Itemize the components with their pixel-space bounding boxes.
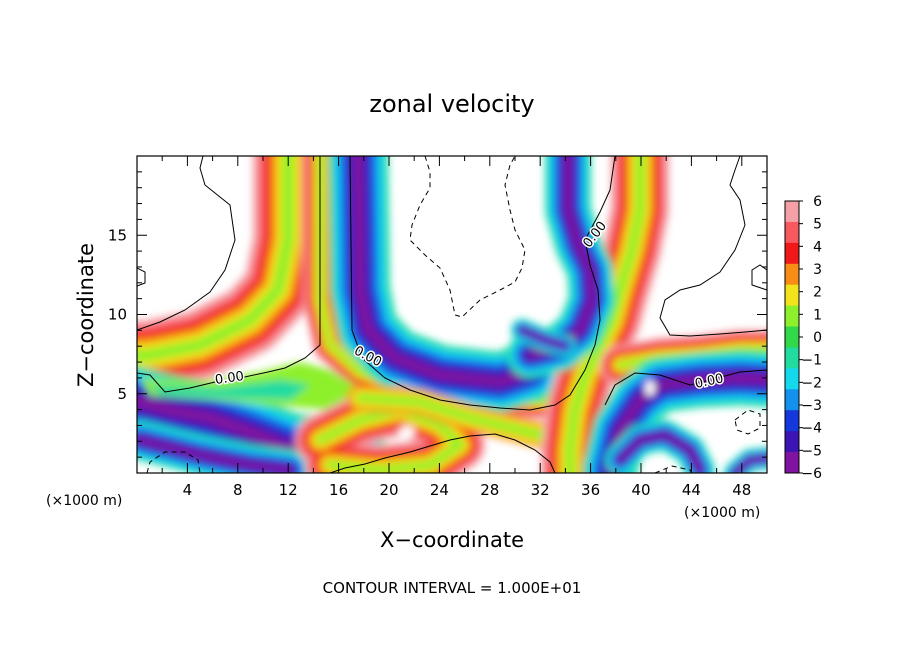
dashed-contour-right-loop — [734, 409, 761, 435]
x-tick-label: 4 — [183, 481, 193, 499]
x-tick-label: 8 — [233, 481, 243, 499]
colorbar-label: 0 — [813, 330, 822, 346]
x-tick-label: 20 — [379, 481, 398, 499]
colorbar-swatch — [785, 389, 799, 411]
x-tick-label: 40 — [631, 481, 650, 499]
x-tick-label: 28 — [480, 481, 499, 499]
x-tick-label: 12 — [279, 481, 298, 499]
colorbar-swatch — [785, 452, 799, 474]
colorbar-label: 4 — [813, 239, 822, 255]
x-tick-label: 36 — [581, 481, 600, 499]
colorbar-swatch — [785, 326, 799, 348]
x-tick-label: 16 — [329, 481, 348, 499]
colorbar-swatch — [785, 347, 799, 369]
x-tick-label: 44 — [682, 481, 701, 499]
colorbar-label: 2 — [813, 285, 822, 301]
x-unit-label-left: (×1000 m) — [46, 493, 122, 509]
y-tick-label: 5 — [117, 385, 127, 403]
colorbar: 6 5 4 3 2 1 0 −1 −2 −3 −4 −5 −6 — [784, 194, 822, 482]
x-tick-label: 24 — [430, 481, 449, 499]
colorbar-swatch — [785, 263, 799, 286]
colorbar-label: 6 — [813, 194, 822, 210]
y-axis-title: Z−coordinate — [74, 243, 98, 387]
zero-contour-valley — [349, 156, 616, 411]
colorbar-swatch — [785, 201, 799, 223]
dashed-contour-bottom-left — [146, 451, 201, 473]
colorbar-label: −3 — [801, 398, 822, 414]
contour-lower — [329, 433, 556, 473]
colorbar-swatch — [785, 221, 799, 244]
contour-right-upper — [659, 156, 767, 337]
x-axis: 4 8 12 16 20 24 28 32 36 40 44 48 — [161, 156, 751, 499]
contour-label: 0.00 — [214, 369, 245, 388]
x-tick-label: 48 — [732, 481, 751, 499]
colorbar-swatch — [785, 242, 799, 265]
velocity-field — [137, 156, 767, 473]
dashed-contour-center — [409, 156, 526, 318]
colorbar-swatch — [785, 368, 799, 390]
colorbar-swatch — [785, 410, 799, 432]
y-tick-label: 10 — [108, 306, 127, 324]
colorbar-label: −6 — [801, 466, 822, 482]
contour-upper-left — [137, 156, 236, 331]
colorbar-label: −5 — [801, 443, 822, 459]
chart-title: zonal velocity — [369, 90, 534, 118]
x-axis-title: X−coordinate — [380, 528, 524, 552]
y-tick-label: 15 — [108, 226, 127, 244]
zero-contour-right — [604, 369, 767, 406]
contour-left-edge — [137, 267, 146, 287]
y-axis: 5 10 15 — [108, 171, 767, 458]
colorbar-swatch — [785, 305, 799, 328]
x-unit-label-right: (×1000 m) — [684, 505, 760, 521]
colorbar-label: 1 — [813, 307, 822, 323]
colorbar-label: −1 — [801, 353, 822, 369]
colorbar-label: 5 — [813, 217, 822, 233]
x-tick-label: 32 — [531, 481, 550, 499]
zero-contour-left — [137, 156, 321, 393]
colorbar-label: −2 — [801, 375, 822, 391]
colorbar-swatch — [785, 284, 799, 307]
colorbar-swatch — [785, 431, 799, 453]
colorbar-label: −4 — [801, 421, 822, 437]
contour-right-mid — [751, 264, 767, 291]
contour-interval-note: CONTOUR INTERVAL = 1.000E+01 — [323, 579, 582, 597]
colorbar-label: 3 — [813, 262, 822, 278]
